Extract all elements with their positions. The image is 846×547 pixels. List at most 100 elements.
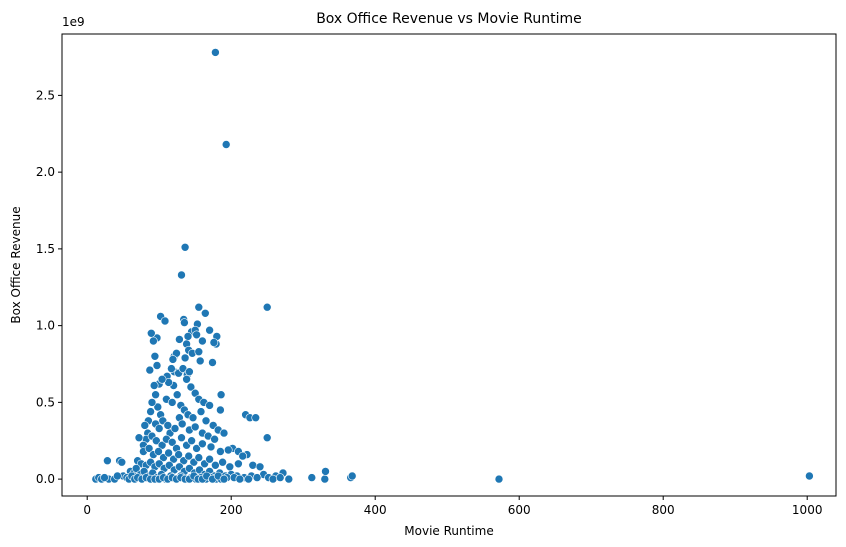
- data-point: [307, 473, 317, 482]
- data-point: [216, 405, 225, 415]
- data-point: [160, 316, 170, 326]
- data-point: [208, 358, 217, 367]
- data-point: [235, 474, 245, 484]
- data-point: [251, 413, 260, 423]
- data-point: [177, 419, 187, 429]
- data-point: [275, 473, 285, 482]
- data-point: [185, 367, 194, 377]
- x-tick-label: 800: [652, 503, 675, 517]
- data-point: [252, 473, 262, 482]
- data-point: [255, 462, 265, 472]
- data-point: [140, 421, 150, 430]
- data-point: [244, 474, 253, 484]
- data-point: [147, 328, 156, 338]
- data-point: [206, 442, 216, 452]
- data-point: [219, 474, 229, 484]
- data-point: [224, 445, 233, 455]
- data-point: [198, 439, 207, 449]
- data-point: [262, 302, 272, 312]
- y-tick-label: 2.5: [36, 88, 55, 102]
- data-point: [180, 243, 190, 252]
- data-point: [205, 401, 214, 410]
- y-tick-label: 1.0: [36, 319, 55, 333]
- data-point: [174, 450, 183, 459]
- data-point: [180, 318, 189, 327]
- data-point: [183, 332, 193, 341]
- data-point: [151, 390, 160, 400]
- data-point: [248, 460, 258, 470]
- data-point: [152, 361, 162, 370]
- data-point: [268, 474, 278, 484]
- data-point: [163, 421, 173, 430]
- data-point: [225, 462, 235, 472]
- data-point: [188, 413, 198, 423]
- data-point: [195, 356, 205, 366]
- data-point: [100, 473, 109, 482]
- y-tick-label: 0.0: [36, 472, 55, 486]
- data-point: [216, 447, 225, 456]
- data-point: [192, 330, 201, 340]
- data-point: [219, 428, 229, 438]
- data-point: [167, 437, 177, 447]
- data-point: [221, 140, 231, 149]
- data-point: [190, 422, 200, 432]
- data-point: [167, 398, 177, 407]
- data-point: [209, 338, 219, 347]
- data-point: [134, 433, 144, 443]
- data-point: [194, 453, 204, 462]
- data-point: [192, 444, 201, 453]
- data-point: [180, 353, 190, 363]
- data-point: [182, 374, 191, 384]
- data-point: [187, 436, 196, 446]
- data-point: [170, 424, 180, 433]
- data-point: [211, 460, 220, 470]
- x-tick-label: 0: [83, 503, 91, 517]
- axis-ticks: 0 200 400 600 800 1000 0.0 0.5 1.0 1.5 2.0 2.5: [36, 88, 823, 517]
- data-point: [194, 347, 204, 357]
- data-point: [201, 416, 211, 426]
- x-tick-label: 1000: [792, 503, 823, 517]
- data-point: [194, 302, 204, 312]
- data-point: [211, 48, 220, 57]
- data-point: [218, 457, 227, 467]
- data-point: [117, 457, 127, 467]
- y-tick-label: 1.5: [36, 242, 55, 256]
- x-axis-label: Movie Runtime: [404, 524, 493, 538]
- data-point: [347, 471, 357, 481]
- data-point: [145, 365, 155, 375]
- data-point: [172, 390, 182, 400]
- y-offset-label: 1e9: [62, 15, 85, 29]
- y-tick-label: 2.0: [36, 165, 55, 179]
- data-point: [320, 474, 330, 484]
- data-point: [164, 448, 173, 458]
- x-tick-label: 400: [364, 503, 387, 517]
- data-points: [91, 48, 814, 484]
- data-point: [168, 355, 178, 364]
- data-point: [196, 407, 206, 416]
- data-point: [284, 474, 294, 484]
- data-point: [157, 374, 167, 384]
- data-point: [262, 433, 272, 443]
- y-tick-label: 0.5: [36, 395, 55, 409]
- data-point: [210, 434, 219, 444]
- data-point: [154, 424, 164, 433]
- data-point: [149, 381, 159, 390]
- data-point: [175, 335, 184, 344]
- data-point: [154, 447, 163, 456]
- data-point: [234, 459, 243, 469]
- data-point: [198, 336, 207, 346]
- data-point: [186, 382, 196, 392]
- data-point: [146, 407, 155, 416]
- chart-title: Box Office Revenue vs Movie Runtime: [316, 11, 582, 27]
- data-point: [205, 454, 214, 464]
- data-point: [184, 451, 193, 461]
- data-point: [201, 308, 210, 318]
- data-point: [150, 351, 160, 361]
- data-point: [494, 474, 504, 484]
- data-point: [144, 444, 154, 453]
- data-point: [177, 433, 186, 443]
- data-point: [216, 390, 226, 400]
- data-point: [321, 467, 330, 476]
- data-point: [149, 336, 158, 346]
